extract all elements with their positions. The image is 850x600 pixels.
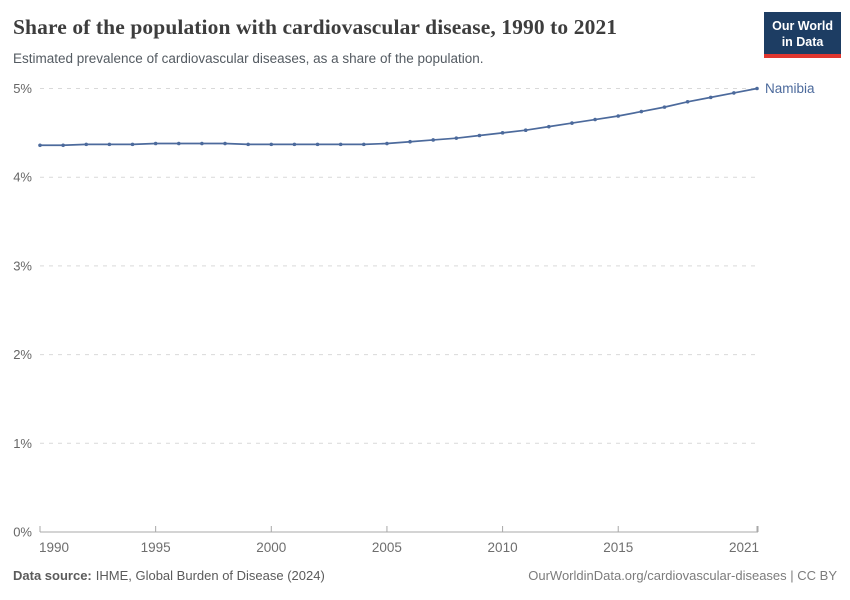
data-source: Data source: IHME, Global Burden of Disea… [13,568,325,583]
data-point[interactable] [292,142,297,147]
data-point[interactable] [708,95,713,100]
y-tick-label: 5% [13,81,32,96]
data-source-label: Data source: [13,568,92,583]
x-tick-label: 2000 [256,540,286,555]
data-point[interactable] [38,143,42,148]
data-point[interactable] [223,141,227,146]
y-tick-label: 4% [13,170,32,185]
data-point[interactable] [246,142,250,147]
y-tick-label: 0% [13,525,32,540]
owid-credit-link[interactable]: OurWorldinData.org/cardiovascular-diseas… [528,568,837,583]
data-point[interactable] [570,121,574,125]
data-point[interactable] [523,128,528,132]
x-tick-label: 1995 [141,540,171,555]
data-point[interactable] [176,141,181,146]
y-tick-label: 2% [13,347,32,362]
x-tick-label: 2021 [729,540,759,555]
data-point[interactable] [269,142,274,147]
x-tick-label: 2015 [603,540,633,555]
owid-logo-line1: Our World [772,19,833,33]
owid-logo-line2: in Data [781,35,824,49]
data-point[interactable] [362,142,366,147]
owid-logo[interactable]: Our World in Data [764,12,841,58]
data-point[interactable] [755,86,759,91]
data-point[interactable] [616,114,621,118]
data-point[interactable] [685,100,690,104]
data-point[interactable] [385,141,389,146]
x-tick-label: 2005 [372,540,402,555]
data-point[interactable] [662,105,667,109]
y-tick-label: 1% [13,436,32,451]
data-point[interactable] [84,142,89,147]
series-line[interactable] [39,87,758,147]
data-point[interactable] [153,141,158,146]
data-point[interactable] [107,142,112,147]
y-tick-label: 3% [13,258,32,273]
data-point[interactable] [61,143,65,148]
data-point[interactable] [408,139,412,144]
chart-footer: Data source: IHME, Global Burden of Disea… [13,568,837,583]
data-point[interactable] [454,136,459,140]
x-tick-label: 2010 [488,540,518,555]
page-title: Share of the population with cardiovascu… [13,15,618,39]
data-source-text: IHME, Global Burden of Disease (2024) [95,568,325,583]
chart-canvas[interactable]: 0% 1% 2% 3% 4% 5% 1990 1995 2000 2005 2010 2015 2021… [0,70,850,565]
data-point[interactable] [338,142,343,147]
data-point[interactable] [130,142,135,147]
chart-subtitle: Estimated prevalence of cardiovascular d… [13,51,484,66]
x-tick-label: 1990 [39,540,69,555]
entity-label[interactable]: Namibia [765,81,815,96]
data-point[interactable] [500,131,505,135]
data-point[interactable] [732,91,736,95]
data-point[interactable] [431,138,435,142]
data-point[interactable] [477,133,482,138]
data-point[interactable] [639,109,644,114]
data-point[interactable] [315,142,320,147]
data-point[interactable] [200,141,204,146]
data-point[interactable] [547,124,551,129]
data-point[interactable] [593,117,597,122]
